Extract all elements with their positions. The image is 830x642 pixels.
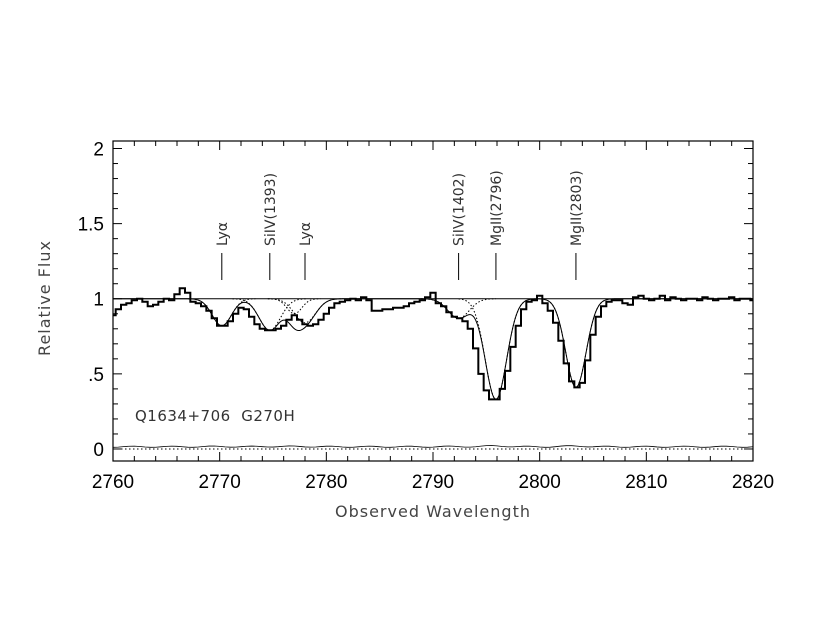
error-spectrum-line [113,445,753,448]
component-profile-1 [232,298,308,331]
component-profile-5 [458,298,534,400]
axis-ticks: 2760 2770 2780 2790 2800 2810 2820 0 .5 1 1.5 2 [78,140,775,493]
line-id-label: MgII(2796) [489,170,505,246]
x-tick-label: 2820 [732,472,774,493]
x-tick-label: 2760 [92,472,134,493]
line-id-label: Lyα [298,222,314,246]
line-id-label: SiIV(1393) [263,173,279,246]
y-axis-title: Relative Flux [35,240,54,356]
x-axis-title: Observed Wavelength [335,502,531,521]
component-profile-3 [267,298,343,324]
line-id-label: Lyα [215,222,231,246]
y-tick-label: 1.5 [78,215,104,236]
data-histogram [113,287,753,401]
y-tick-label: 1 [93,290,104,311]
y-tick-label: 0 [93,440,104,461]
object-grating-annotation: Q1634+706 G270H [135,407,295,425]
component-profile-4 [421,298,496,319]
y-tick-label: .5 [88,365,104,386]
line-id-label: SiIV(1402) [452,173,468,246]
x-tick-label: 2790 [412,472,454,493]
x-tick-label: 2800 [519,472,561,493]
x-tick-label: 2810 [625,472,667,493]
y-tick-label: 2 [93,140,104,161]
line-id-label: MgII(2803) [569,170,585,246]
line-identifications: Lyα SiIV(1393) Lyα SiIV(1402) MgII(2796) MgII… [215,170,585,280]
x-tick-label: 2780 [305,472,347,493]
plot-area [113,287,753,450]
x-tick-label: 2770 [199,472,241,493]
fit-model-line [113,298,753,400]
